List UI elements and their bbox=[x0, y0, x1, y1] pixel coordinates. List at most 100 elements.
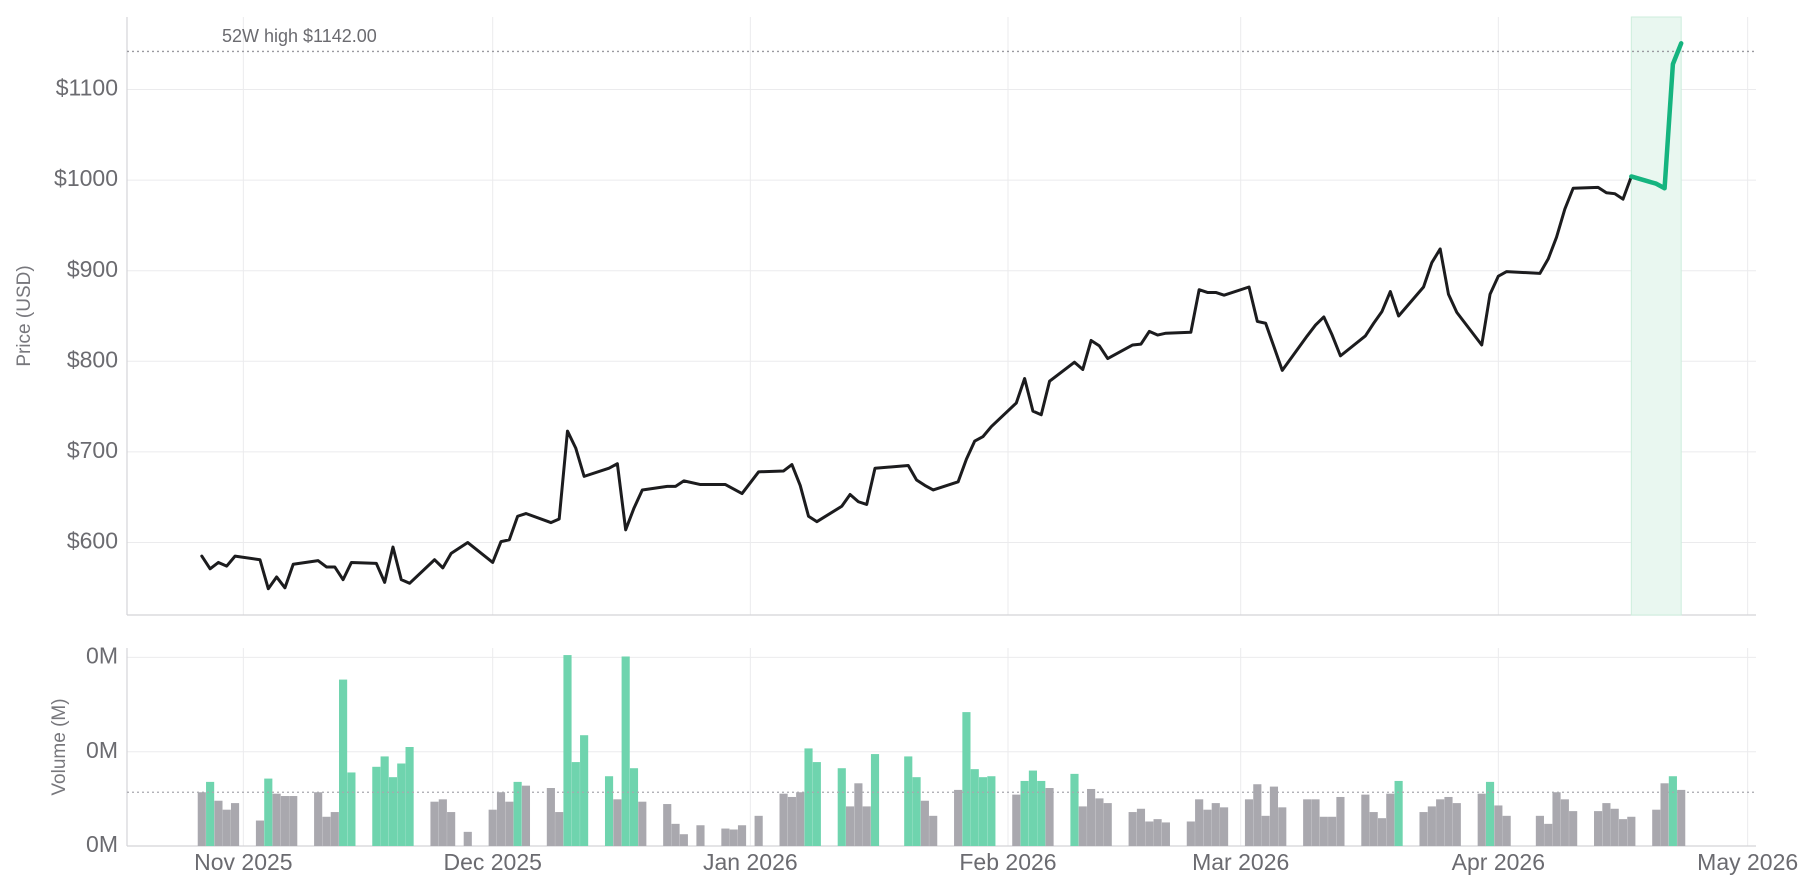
volume-bar bbox=[671, 823, 680, 846]
volume-bar bbox=[613, 799, 622, 846]
volume-bar bbox=[1660, 783, 1669, 846]
volume-bar bbox=[978, 777, 988, 846]
volume-bar bbox=[521, 785, 531, 846]
volume-bar bbox=[1253, 784, 1262, 846]
volume-bar bbox=[488, 809, 497, 846]
volume-bar bbox=[380, 756, 389, 846]
volume-bar bbox=[1618, 819, 1628, 846]
volume-bar bbox=[397, 763, 406, 846]
volume-bar bbox=[1244, 799, 1254, 846]
volume-bar bbox=[663, 804, 672, 846]
volume-bar bbox=[1627, 816, 1636, 846]
volume-bar bbox=[779, 793, 788, 846]
volume-bar bbox=[1186, 821, 1195, 846]
volume-bar bbox=[1444, 796, 1453, 846]
volume-bar bbox=[920, 800, 929, 846]
y-tick-label: 0M bbox=[86, 737, 118, 763]
volume-bar bbox=[621, 656, 630, 846]
volume-bar bbox=[438, 799, 447, 846]
volume-bar bbox=[571, 762, 580, 846]
x-tick-label: Apr 2026 bbox=[1452, 849, 1545, 875]
volume-bar bbox=[330, 812, 339, 846]
volume-bar bbox=[1128, 812, 1137, 846]
volume-bar bbox=[214, 800, 223, 846]
volume-bar bbox=[1502, 815, 1511, 846]
volume-bar bbox=[513, 781, 522, 846]
volume-bar bbox=[1195, 799, 1204, 846]
volume-bar bbox=[604, 776, 614, 846]
volume-bar bbox=[1261, 815, 1270, 846]
volume-bar bbox=[962, 712, 971, 846]
volume-bar bbox=[1303, 799, 1312, 846]
y-axis-label: Volume (M) bbox=[49, 698, 70, 795]
volume-bar bbox=[1020, 780, 1029, 846]
volume-bar bbox=[230, 803, 240, 846]
volume-bar bbox=[1544, 823, 1553, 846]
volume-bar bbox=[1070, 773, 1079, 846]
volume-bar bbox=[1153, 819, 1162, 846]
volume-bar bbox=[846, 806, 855, 846]
volume-bar bbox=[405, 747, 414, 846]
x-tick-label: Feb 2026 bbox=[959, 849, 1056, 875]
volume-bar bbox=[812, 762, 821, 846]
volume-bar bbox=[1319, 816, 1328, 846]
volume-bar bbox=[546, 788, 555, 846]
highlight-band bbox=[1630, 16, 1682, 616]
volume-bar bbox=[272, 793, 281, 846]
volume-bar bbox=[1369, 812, 1378, 846]
volume-bar bbox=[555, 812, 564, 846]
volume-bar bbox=[255, 820, 265, 846]
volume-bar bbox=[729, 829, 738, 846]
volume-bar bbox=[970, 769, 979, 846]
volume-bar bbox=[679, 834, 688, 846]
volume-bar bbox=[912, 777, 921, 846]
volume-bar bbox=[1012, 794, 1021, 846]
volume-bar bbox=[870, 754, 880, 846]
volume-bar bbox=[314, 792, 323, 846]
volume-bar bbox=[1560, 799, 1569, 846]
y-axis-label: Price (USD) bbox=[14, 265, 35, 366]
volume-bar bbox=[854, 783, 863, 846]
volume-bar bbox=[264, 778, 273, 846]
volume-bar bbox=[987, 776, 996, 846]
volume-bar bbox=[496, 792, 506, 846]
volume-bar bbox=[339, 679, 348, 846]
volume-bar bbox=[280, 796, 289, 846]
volume-bar bbox=[954, 789, 963, 846]
volume-bar bbox=[1161, 822, 1170, 846]
x-tick-label: Dec 2025 bbox=[443, 849, 541, 875]
volume-bar bbox=[1386, 793, 1395, 846]
volume-bar bbox=[1220, 807, 1229, 846]
volume-bar bbox=[372, 766, 381, 846]
volume-bar bbox=[1269, 786, 1279, 846]
x-tick-label: Nov 2025 bbox=[194, 849, 292, 875]
volume-bar bbox=[1078, 806, 1087, 846]
y-tick-label: 0M bbox=[86, 831, 118, 857]
x-tick-label: Jan 2026 bbox=[703, 849, 798, 875]
volume-bar bbox=[638, 801, 647, 846]
volume-bar bbox=[721, 828, 730, 846]
price-line bbox=[1629, 41, 1684, 191]
volume-bar bbox=[322, 816, 331, 846]
volume-bar bbox=[1427, 806, 1436, 846]
volume-bar bbox=[1103, 803, 1112, 846]
volume-bar bbox=[862, 806, 871, 846]
volume-bar bbox=[1436, 799, 1445, 846]
volume-bar bbox=[1203, 809, 1212, 846]
volume-bar bbox=[505, 801, 514, 846]
volume-bar bbox=[1677, 789, 1686, 846]
volume-bar bbox=[787, 796, 796, 846]
volume-bar bbox=[388, 777, 398, 846]
y-tick-label: $900 bbox=[67, 256, 118, 282]
volume-bar bbox=[430, 801, 439, 846]
volume-bar bbox=[1028, 770, 1037, 846]
volume-bar bbox=[206, 781, 215, 846]
volume-bar bbox=[1087, 788, 1096, 846]
volume-bar bbox=[737, 825, 747, 846]
volume-bar bbox=[1569, 811, 1578, 846]
volume-bar bbox=[696, 825, 705, 846]
volume-bar bbox=[804, 748, 813, 846]
volume-bar bbox=[563, 655, 572, 846]
volume-bar bbox=[904, 756, 913, 846]
